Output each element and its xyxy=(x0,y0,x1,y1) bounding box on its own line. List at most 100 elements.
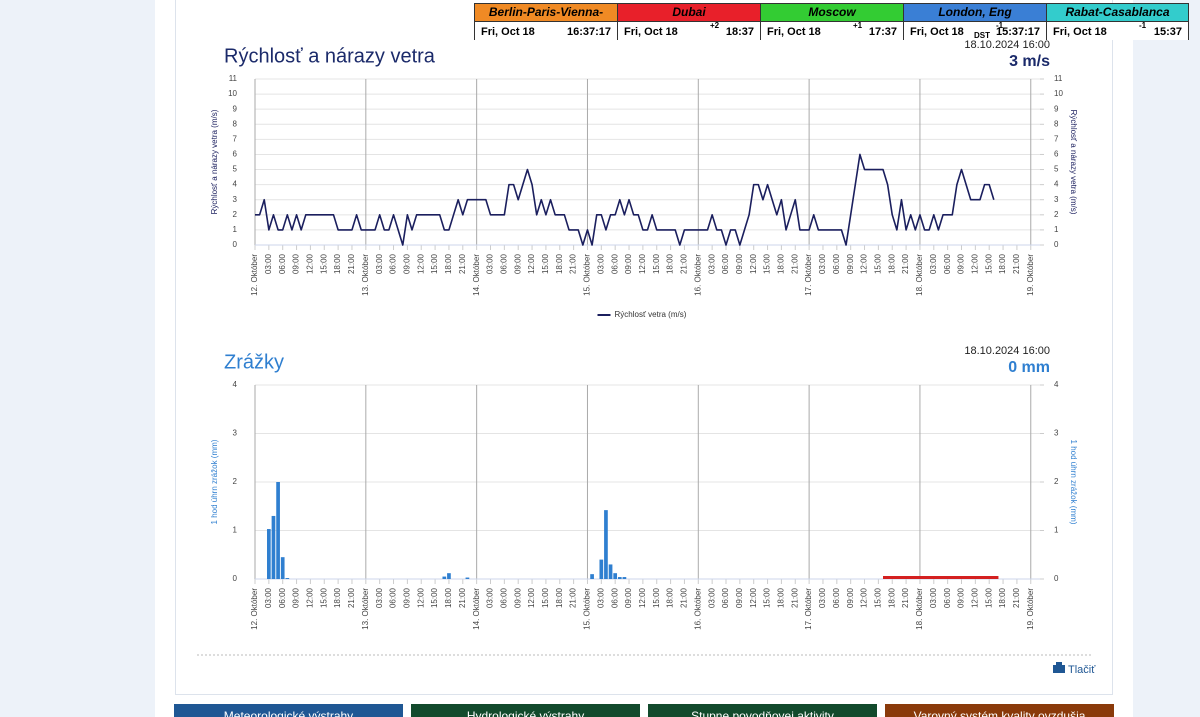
y2-axis-label: 1 hod úhrn zrážok (mm) xyxy=(1069,440,1078,525)
x-tick-label: 03:00 xyxy=(264,587,273,608)
clock-row: Fri, Oct 18 +2 18:37 xyxy=(618,21,760,40)
x-tick-label: 18:00 xyxy=(555,587,564,608)
y-tick-label: 2 xyxy=(233,210,238,219)
x-tick-label: 21:00 xyxy=(569,587,578,608)
chart-title: Zrážky xyxy=(224,351,284,373)
y-tick-label: 0 xyxy=(233,574,238,583)
x-tick-label: 15:00 xyxy=(763,587,772,608)
nav-button[interactable]: Varovný systém kvality ovzdušia xyxy=(885,704,1114,717)
y2-tick-label: 0 xyxy=(1054,574,1059,583)
y-tick-label: 1 xyxy=(233,526,238,535)
y2-tick-label: 7 xyxy=(1054,134,1059,143)
x-tick-label: 09:00 xyxy=(402,253,411,274)
x-tick-label: 21:00 xyxy=(901,587,910,608)
x-tick-label: 09:00 xyxy=(735,587,744,608)
clock-date: Fri, Oct 18 xyxy=(624,26,678,38)
print-button[interactable]: Tlačiť xyxy=(1053,662,1096,676)
clock-offset: +1 xyxy=(853,21,863,30)
y-tick-label: 4 xyxy=(233,180,238,189)
x-tick-label: 21:00 xyxy=(790,253,799,274)
clock-time: 15:37:17 xyxy=(995,26,1040,38)
bar xyxy=(276,482,280,579)
x-tick-label: 12:00 xyxy=(860,253,869,274)
x-tick-label: 14. Október xyxy=(472,254,481,296)
nav-button[interactable]: Hydrologické výstrahy xyxy=(411,704,640,717)
clock-time: 17:37 xyxy=(868,26,897,38)
clock-offset: +2 xyxy=(710,21,720,30)
x-tick-label: 18:00 xyxy=(777,587,786,608)
x-tick-label: 21:00 xyxy=(901,253,910,274)
x-tick-label: 06:00 xyxy=(610,253,619,274)
x-tick-label: 06:00 xyxy=(832,587,841,608)
x-tick-label: 09:00 xyxy=(402,587,411,608)
x-tick-label: 21:00 xyxy=(347,587,356,608)
x-tick-label: 12:00 xyxy=(527,253,536,274)
x-tick-label: 15:00 xyxy=(652,253,661,274)
clock-row: Fri, Oct 18 -1 DST 15:37:17 xyxy=(904,21,1046,40)
y2-tick-label: 2 xyxy=(1054,477,1059,486)
print-icon xyxy=(1053,665,1065,673)
x-tick-label: 12:00 xyxy=(860,587,869,608)
x-tick-label: 12:00 xyxy=(306,587,315,608)
y2-tick-label: 1 xyxy=(1054,526,1059,535)
y-tick-label: 2 xyxy=(233,477,238,486)
nav-button[interactable]: Stupne povodňovej aktivity xyxy=(648,704,877,717)
clock-time: 15:37 xyxy=(1153,26,1182,38)
legend-label: Rýchlosť vetra (m/s) xyxy=(615,310,687,319)
x-tick-label: 03:00 xyxy=(818,253,827,274)
x-tick-label: 12:00 xyxy=(749,587,758,608)
nav-button[interactable]: Meteorologické výstrahy xyxy=(174,704,403,717)
x-tick-label: 18. Október xyxy=(915,254,924,296)
y-tick-label: 4 xyxy=(233,380,238,389)
clock: London, Eng Fri, Oct 18 -1 DST 15:37:17 xyxy=(903,3,1047,40)
x-tick-label: 06:00 xyxy=(610,587,619,608)
bar xyxy=(604,510,608,579)
x-tick-label: 09:00 xyxy=(735,253,744,274)
clock-row: Fri, Oct 18 16:37:17 xyxy=(475,22,617,40)
y2-tick-label: 5 xyxy=(1054,165,1059,174)
x-tick-label: 15:00 xyxy=(652,587,661,608)
current-value: 0 mm xyxy=(1008,359,1050,376)
x-tick-label: 15:00 xyxy=(873,587,882,608)
x-tick-label: 16. Október xyxy=(693,588,702,630)
x-tick-label: 18:00 xyxy=(444,587,453,608)
x-tick-label: 06:00 xyxy=(499,253,508,274)
x-tick-label: 13. Október xyxy=(361,254,370,296)
y-tick-label: 8 xyxy=(233,119,238,128)
x-tick-label: 03:00 xyxy=(264,253,273,274)
y2-axis-label: Rýchlosť a nárazy vetra (m/s) xyxy=(1069,110,1078,215)
y2-tick-label: 3 xyxy=(1054,195,1059,204)
x-tick-label: 17. Október xyxy=(804,254,813,296)
clock-time: 16:37:17 xyxy=(566,26,611,38)
y2-tick-label: 4 xyxy=(1054,180,1059,189)
x-tick-label: 09:00 xyxy=(624,587,633,608)
x-tick-label: 12:00 xyxy=(970,587,979,608)
x-tick-label: 03:00 xyxy=(818,587,827,608)
clock: Dubai Fri, Oct 18 +2 18:37 xyxy=(617,3,761,40)
x-tick-label: 18:00 xyxy=(887,587,896,608)
x-tick-label: 03:00 xyxy=(929,587,938,608)
x-tick-label: 09:00 xyxy=(846,253,855,274)
print-icon xyxy=(1056,662,1062,666)
y-tick-label: 7 xyxy=(233,134,238,143)
x-tick-label: 18:00 xyxy=(333,253,342,274)
print-label[interactable]: Tlačiť xyxy=(1068,664,1096,676)
x-tick-label: 06:00 xyxy=(721,253,730,274)
x-tick-label: 12. Október xyxy=(250,588,259,630)
x-tick-label: 03:00 xyxy=(486,253,495,274)
y-tick-label: 11 xyxy=(229,74,238,83)
x-tick-label: 12:00 xyxy=(970,253,979,274)
x-tick-label: 12:00 xyxy=(527,587,536,608)
x-tick-label: 15:00 xyxy=(763,253,772,274)
bar xyxy=(442,576,447,579)
clock: Berlin-Paris-Vienna-RomaFri, Oct 1816:37… xyxy=(474,3,618,40)
clock-row: Fri, Oct 18 -1 15:37 xyxy=(1047,21,1188,40)
y2-tick-label: 2 xyxy=(1054,210,1059,219)
x-tick-label: 03:00 xyxy=(596,253,605,274)
x-tick-label: 16. Október xyxy=(693,254,702,296)
clock-time: 18:37 xyxy=(725,26,754,38)
x-tick-label: 03:00 xyxy=(707,253,716,274)
x-tick-label: 06:00 xyxy=(832,253,841,274)
bar xyxy=(617,577,622,579)
